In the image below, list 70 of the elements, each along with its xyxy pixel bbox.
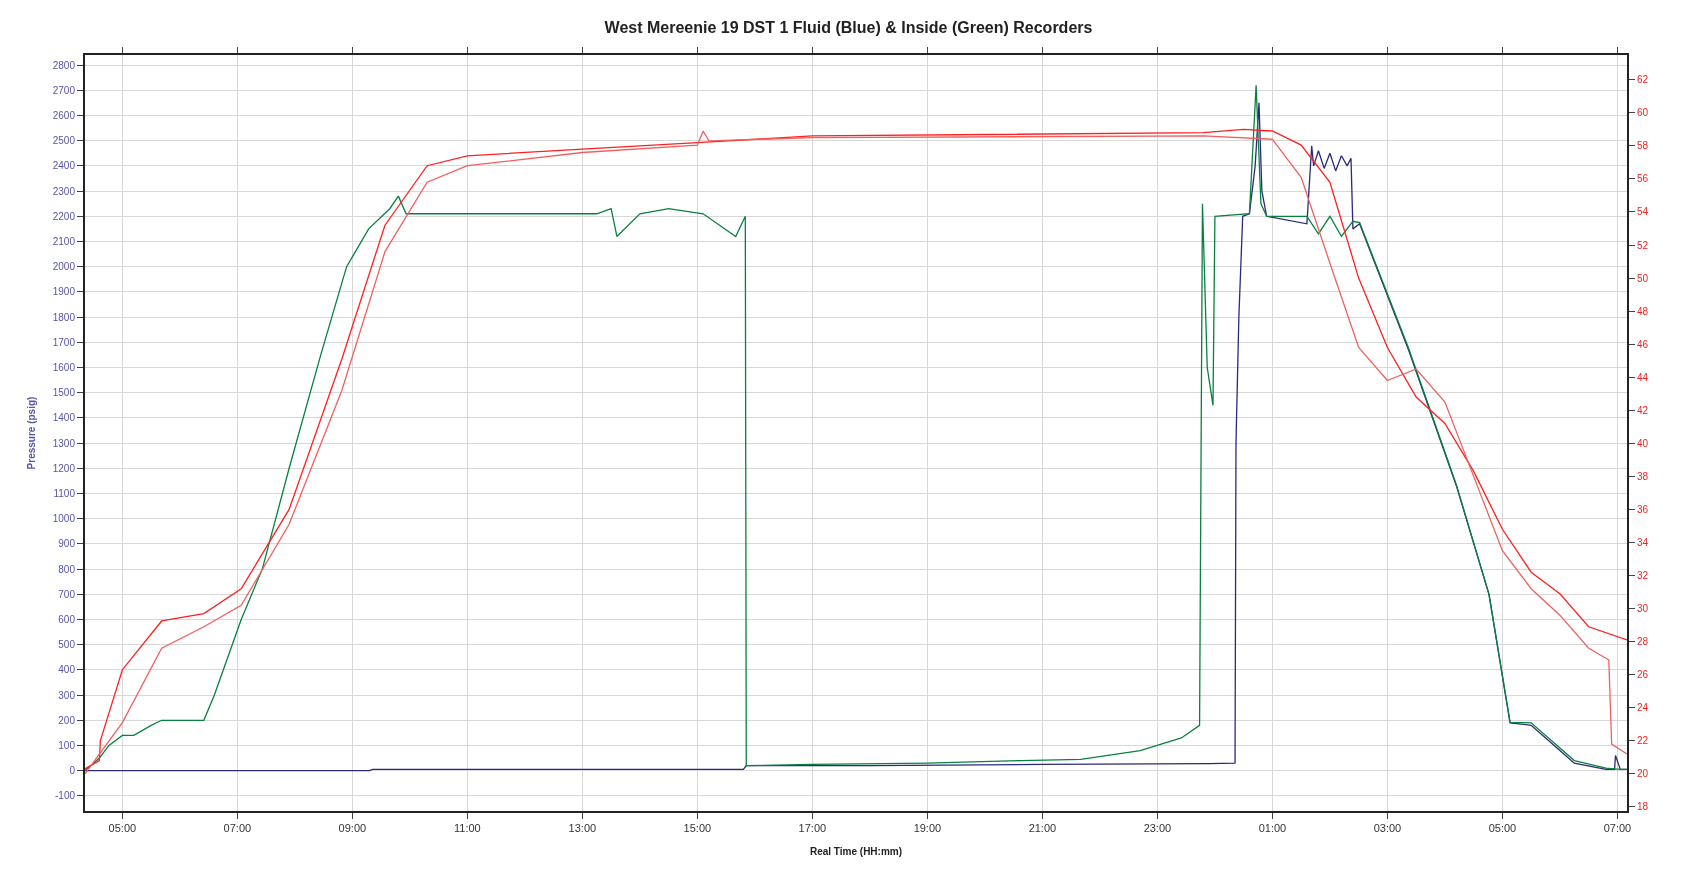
x-tick-label: 15:00 — [683, 822, 712, 835]
y2-tick-label: 54 — [1637, 206, 1649, 218]
y2-tick-label: 38 — [1637, 470, 1649, 482]
y-tick-label: 300 — [58, 689, 76, 701]
y-tick-label: 800 — [58, 563, 76, 575]
y2-tick-label: 44 — [1637, 371, 1649, 383]
y2-tick-label: 40 — [1637, 437, 1649, 449]
x-tick-label: 11:00 — [454, 822, 481, 835]
y-tick-label: 1400 — [52, 412, 76, 424]
y2-tick-label: 34 — [1637, 536, 1649, 548]
y-tick-label: 1800 — [52, 311, 76, 323]
y-tick-label: 1200 — [52, 462, 76, 474]
x-tick-label: 19:00 — [913, 822, 942, 835]
x-tick-label: 13:00 — [568, 822, 597, 835]
y2-tick-label: 18 — [1637, 801, 1649, 813]
y2-tick-label: 36 — [1637, 503, 1649, 515]
y2-tick-label: 52 — [1637, 239, 1649, 251]
y2-tick-label: 28 — [1637, 636, 1649, 648]
chart-title: West Mereenie 19 DST 1 Fluid (Blue) & Inside (Green) Recorders — [604, 18, 1093, 36]
y2-tick-label: 60 — [1637, 107, 1649, 119]
y-tick-label: 1500 — [52, 387, 76, 399]
y2-tick-label: 42 — [1637, 404, 1649, 416]
y-tick-label: 2300 — [52, 185, 76, 197]
y-tick-label: 0 — [69, 765, 76, 777]
y2-tick-label: 30 — [1637, 603, 1649, 615]
x-tick-label: 05:00 — [1488, 822, 1517, 835]
y2-tick-label: 56 — [1637, 173, 1649, 185]
y2-tick-label: 46 — [1637, 338, 1649, 350]
y-tick-label: 600 — [58, 613, 76, 625]
y-tick-label: 1300 — [52, 437, 76, 449]
y2-tick-label: 32 — [1637, 570, 1649, 582]
y-tick-label: 2200 — [52, 210, 76, 222]
y-tick-label: 900 — [58, 538, 76, 550]
y-tick-label: 100 — [58, 739, 76, 751]
x-tick-label: 23:00 — [1143, 822, 1172, 835]
y2-tick-label: 24 — [1637, 702, 1649, 714]
y-tick-label: 500 — [58, 639, 76, 651]
y-tick-label: -100 — [54, 790, 76, 802]
y-tick-label: 2400 — [52, 160, 76, 172]
x-tick-label: 05:00 — [108, 822, 137, 835]
x-tick-label: 03:00 — [1373, 822, 1402, 835]
y-tick-label: 200 — [58, 714, 76, 726]
x-tick-label: 01:00 — [1258, 822, 1287, 835]
x-tick-label: 21:00 — [1028, 822, 1057, 835]
x-axis-title: Real Time (HH:mm) — [809, 846, 903, 858]
x-tick-label: 09:00 — [338, 822, 367, 835]
x-tick-label: 07:00 — [223, 822, 252, 835]
y-tick-label: 2000 — [52, 261, 76, 273]
y-tick-label: 1900 — [52, 286, 76, 298]
y-tick-label: 2600 — [52, 109, 76, 121]
y-tick-label: 2100 — [52, 235, 76, 247]
y2-tick-label: 58 — [1637, 140, 1649, 152]
y2-tick-label: 22 — [1637, 735, 1649, 747]
y2-tick-label: 50 — [1637, 272, 1649, 284]
y-tick-label: 2500 — [52, 135, 76, 147]
y-tick-label: 400 — [58, 664, 76, 676]
y-tick-label: 1700 — [52, 336, 76, 348]
x-tick-label: 17:00 — [798, 822, 827, 835]
y-tick-label: 2800 — [52, 59, 76, 71]
y2-tick-label: 26 — [1637, 669, 1649, 681]
y2-tick-label: 62 — [1637, 74, 1649, 86]
y2-tick-label: 20 — [1637, 768, 1649, 780]
y-tick-label: 1600 — [52, 361, 76, 373]
y-tick-label: 700 — [58, 588, 76, 600]
y-tick-label: 2700 — [52, 84, 76, 96]
x-tick-label: 07:00 — [1603, 822, 1632, 835]
y-axis-title: Pressure (psig) — [26, 396, 38, 470]
y-tick-label: 1000 — [52, 513, 76, 525]
y2-tick-label: 48 — [1637, 305, 1649, 317]
y-tick-label: 1100 — [53, 487, 76, 499]
